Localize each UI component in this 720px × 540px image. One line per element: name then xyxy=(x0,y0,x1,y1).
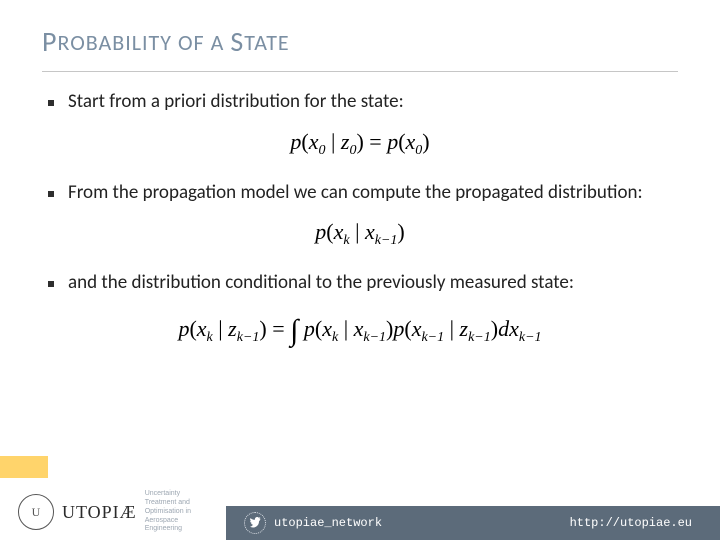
twitter-icon xyxy=(244,512,266,534)
title-mid: OF A xyxy=(172,29,230,56)
content-area: Start from a priori distribution for the… xyxy=(0,72,720,348)
bullet-1: Start from a priori distribution for the… xyxy=(48,90,672,115)
equation-2: p(xk | xk−1) xyxy=(48,219,672,249)
bullet-icon xyxy=(48,100,54,106)
bullet-1-text: Start from a priori distribution for the… xyxy=(68,90,672,115)
slide-title: PROBABILITY OF A STATE xyxy=(42,24,678,59)
bullet-icon xyxy=(48,281,54,287)
bullet-3-text: and the distribution conditional to the … xyxy=(68,271,672,296)
logo-ring-icon: U xyxy=(18,494,54,530)
twitter-handle: utopiae_network xyxy=(274,516,382,530)
equation-3: p(xk | zk−1) = ∫ p(xk | xk−1)p(xk−1 | zk… xyxy=(48,314,672,348)
equation-1: p(x0 | z0) = p(x0) xyxy=(48,129,672,159)
bullet-2-text: From the propagation model we can comput… xyxy=(68,181,672,206)
title-cap1: P xyxy=(42,24,57,59)
title-cap2: S xyxy=(230,24,244,59)
logo-text: UTOPIÆ xyxy=(62,502,137,523)
accent-block xyxy=(0,456,48,478)
bullet-2: From the propagation model we can comput… xyxy=(48,181,672,206)
title-rest1: ROBABILITY xyxy=(57,29,172,56)
logo: U UTOPIÆ Uncertainty Treatment and Optim… xyxy=(18,490,191,534)
title-rest2: TATE xyxy=(244,29,289,56)
footer-bar: utopiae_network http://utopiae.eu xyxy=(226,506,720,540)
footer-url: http://utopiae.eu xyxy=(570,516,692,530)
bullet-icon xyxy=(48,191,54,197)
logo-tagline: Uncertainty Treatment and Optimisation i… xyxy=(145,490,191,534)
footer: U UTOPIÆ Uncertainty Treatment and Optim… xyxy=(0,478,720,540)
bullet-3: and the distribution conditional to the … xyxy=(48,271,672,296)
